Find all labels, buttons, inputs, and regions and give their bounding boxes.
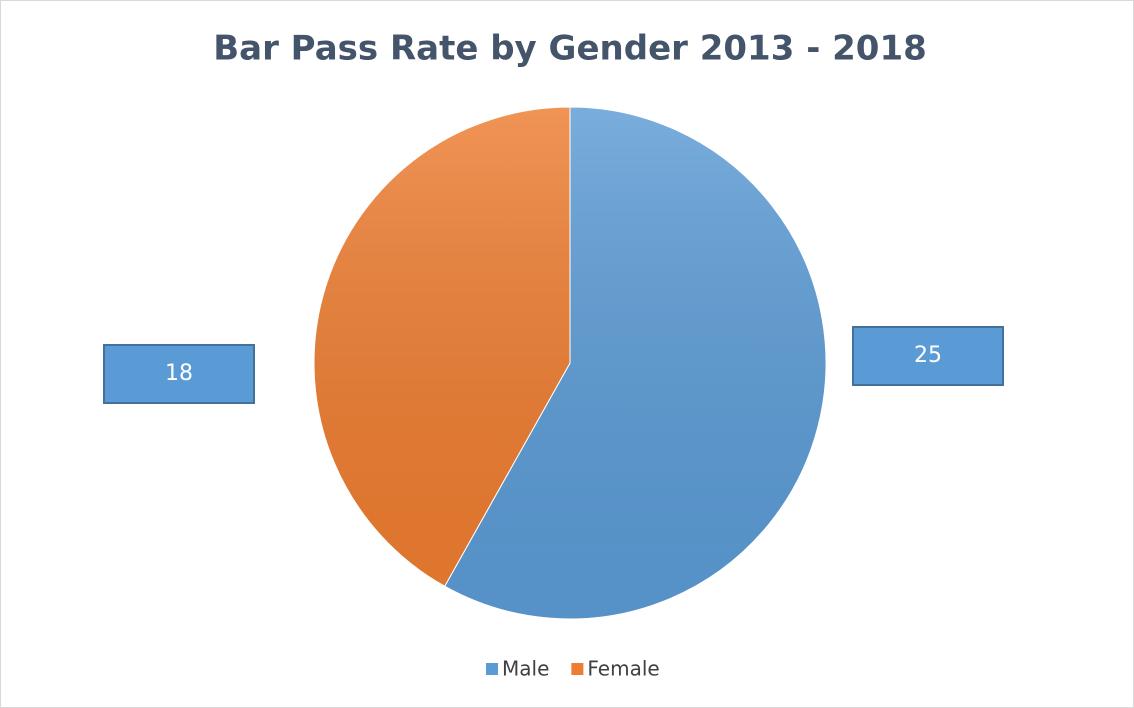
- data-label-box: [852, 326, 1004, 386]
- chart-title: Bar Pass Rate by Gender 2013 - 2018: [213, 29, 927, 69]
- legend-swatch: [486, 663, 498, 675]
- legend-label: Male: [502, 657, 549, 681]
- slice-shade: [444, 106, 827, 620]
- slice-shade: [313, 106, 571, 587]
- data-label: 18: [165, 361, 193, 386]
- legend-swatch: [571, 663, 584, 675]
- data-label-box: [103, 344, 255, 404]
- data-label: 25: [914, 343, 942, 368]
- legend-label: Female: [587, 657, 659, 681]
